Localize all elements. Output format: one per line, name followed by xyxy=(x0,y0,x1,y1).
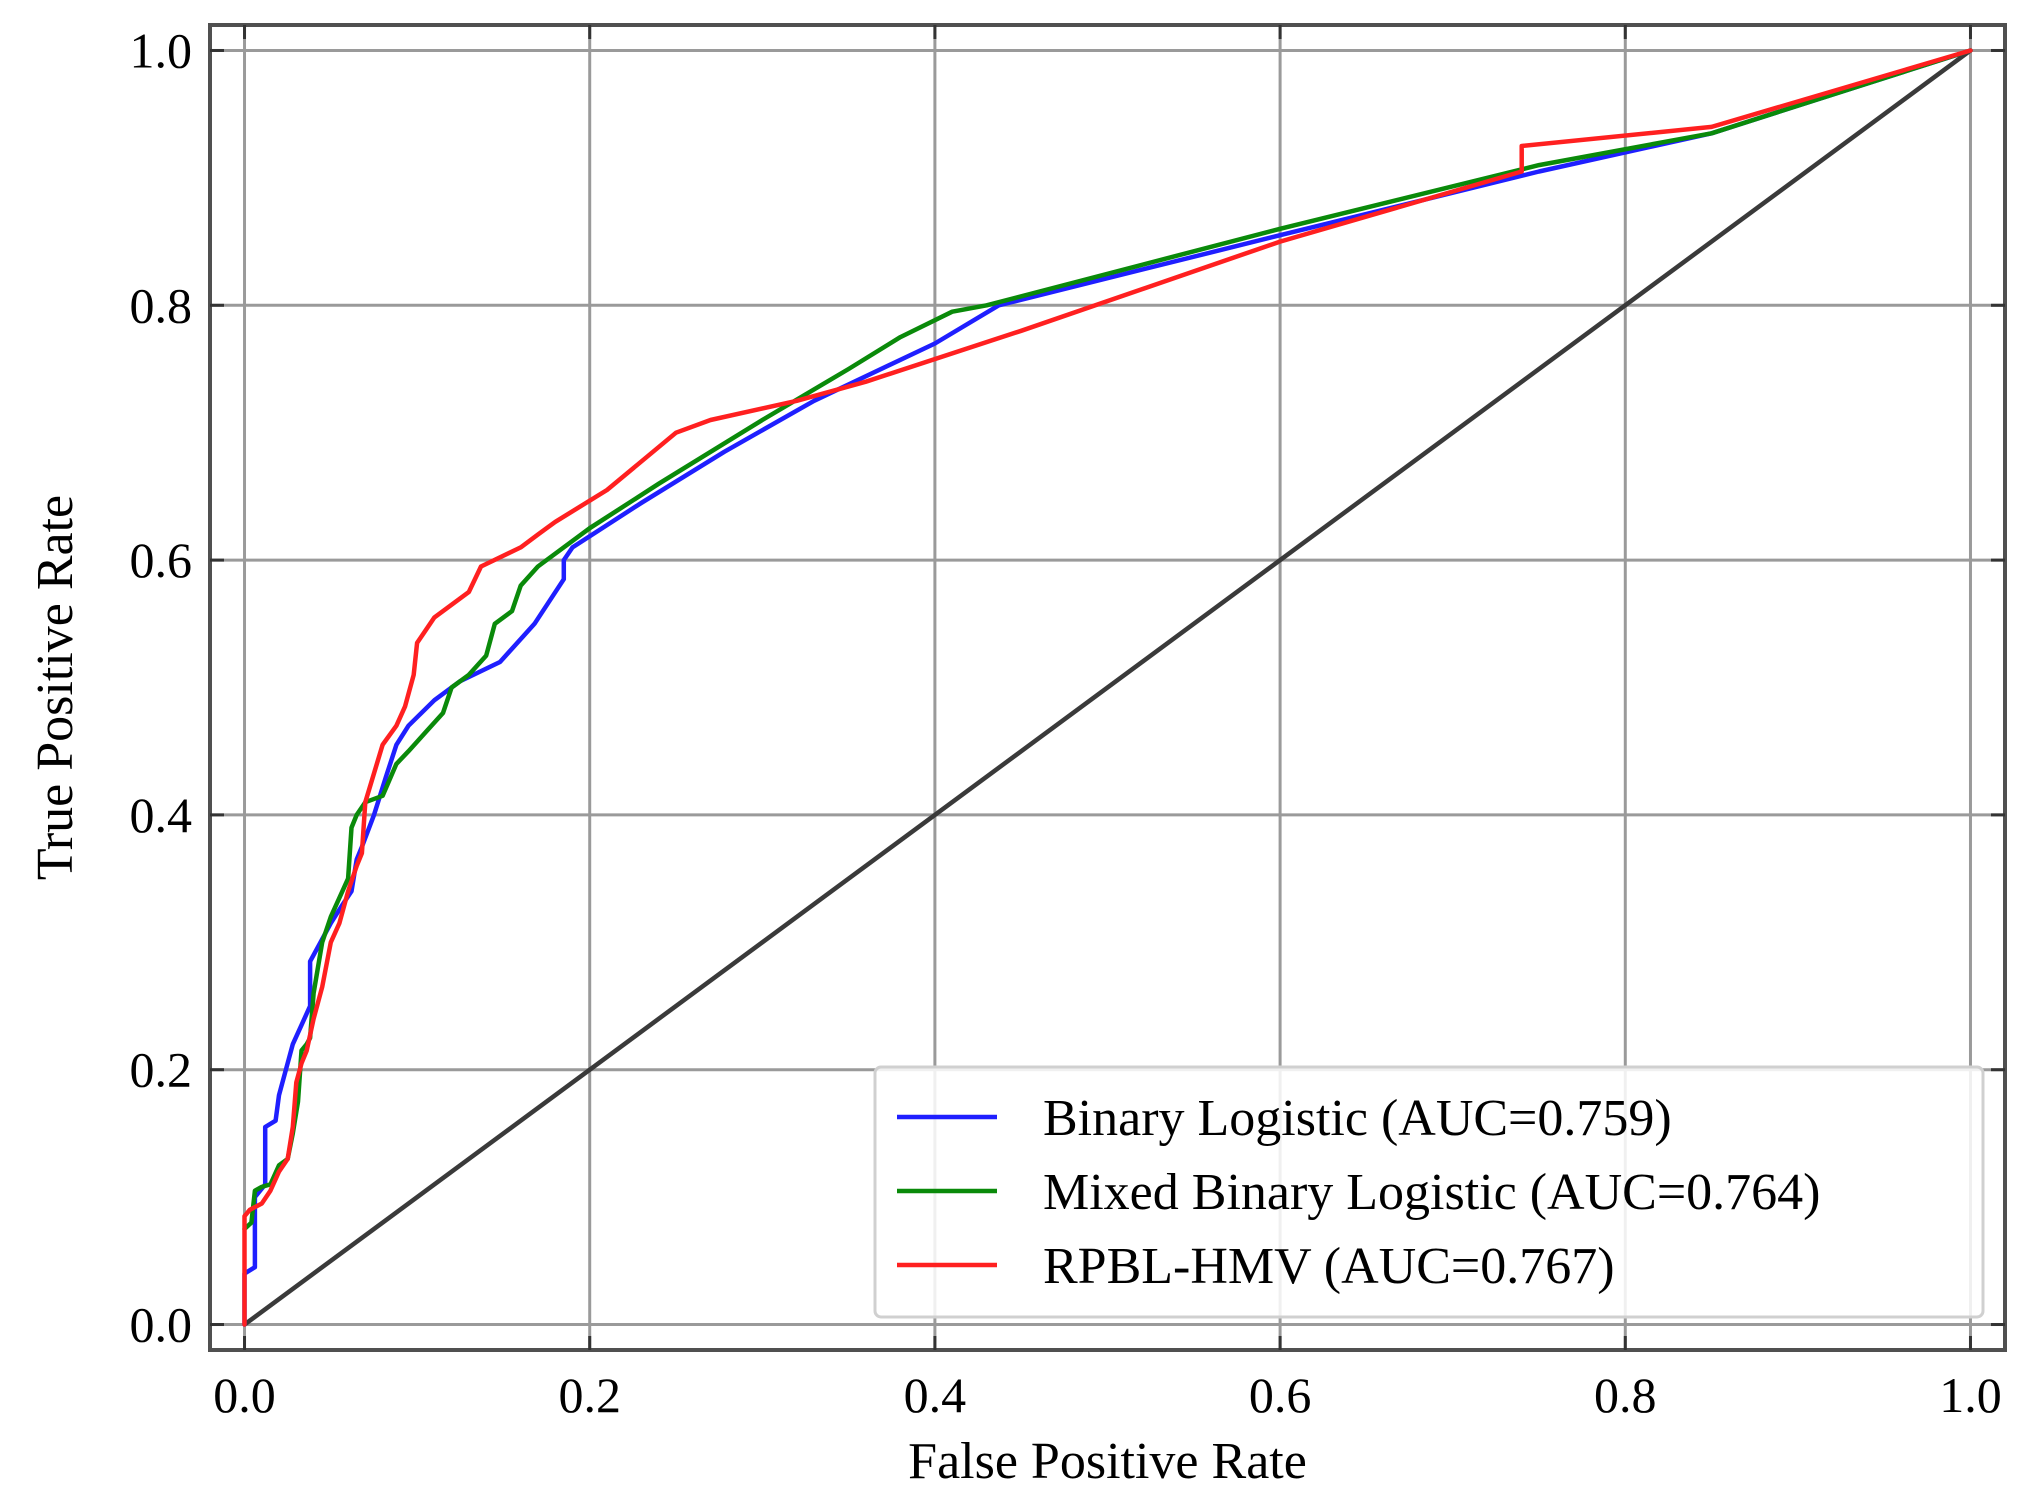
x-tick-label: 0.4 xyxy=(904,1367,967,1423)
x-tick-label: 1.0 xyxy=(1939,1367,2002,1423)
y-tick-label: 0.2 xyxy=(130,1042,193,1098)
y-tick-label: 0.6 xyxy=(130,532,193,588)
legend-label-binary-logistic: Binary Logistic (AUC=0.759) xyxy=(1043,1090,1672,1147)
series-line-rpbl-hmv xyxy=(242,48,1973,1327)
legend-label-mixed-binary-logistic: Mixed Binary Logistic (AUC=0.764) xyxy=(1043,1164,1820,1221)
series-layer xyxy=(242,48,1973,1327)
x-axis-title: False Positive Rate xyxy=(908,1433,1307,1490)
grid xyxy=(210,25,2005,1350)
series-line-binary-logistic xyxy=(242,48,1973,1327)
plot-frame xyxy=(208,23,2007,1352)
y-tick-label: 0.8 xyxy=(130,277,193,333)
x-tick-label: 0.6 xyxy=(1249,1367,1312,1423)
legend: Binary Logistic (AUC=0.759) Mixed Binary … xyxy=(873,1065,1985,1319)
legend-box xyxy=(873,1065,1985,1319)
x-tick-label: 0.0 xyxy=(213,1367,276,1423)
reference-line-layer xyxy=(243,48,1972,1327)
legend-label-rpbl-hmv: RPBL-HMV (AUC=0.767) xyxy=(1043,1238,1615,1295)
chance-diagonal-line xyxy=(243,48,1972,1327)
y-tick-label: 1.0 xyxy=(130,22,193,78)
x-tick-label: 0.8 xyxy=(1594,1367,1657,1423)
x-tick-label: 0.2 xyxy=(558,1367,621,1423)
y-tick-label: 0.0 xyxy=(130,1297,193,1353)
y-axis-title: True Positive Rate xyxy=(27,495,84,880)
y-tick-label: 0.4 xyxy=(130,787,193,843)
axis-ticks: 0.0 0.2 0.4 0.6 0.8 1.0 0.0 0.2 0.4 0.6 0.8 1.0 xyxy=(130,22,2005,1423)
